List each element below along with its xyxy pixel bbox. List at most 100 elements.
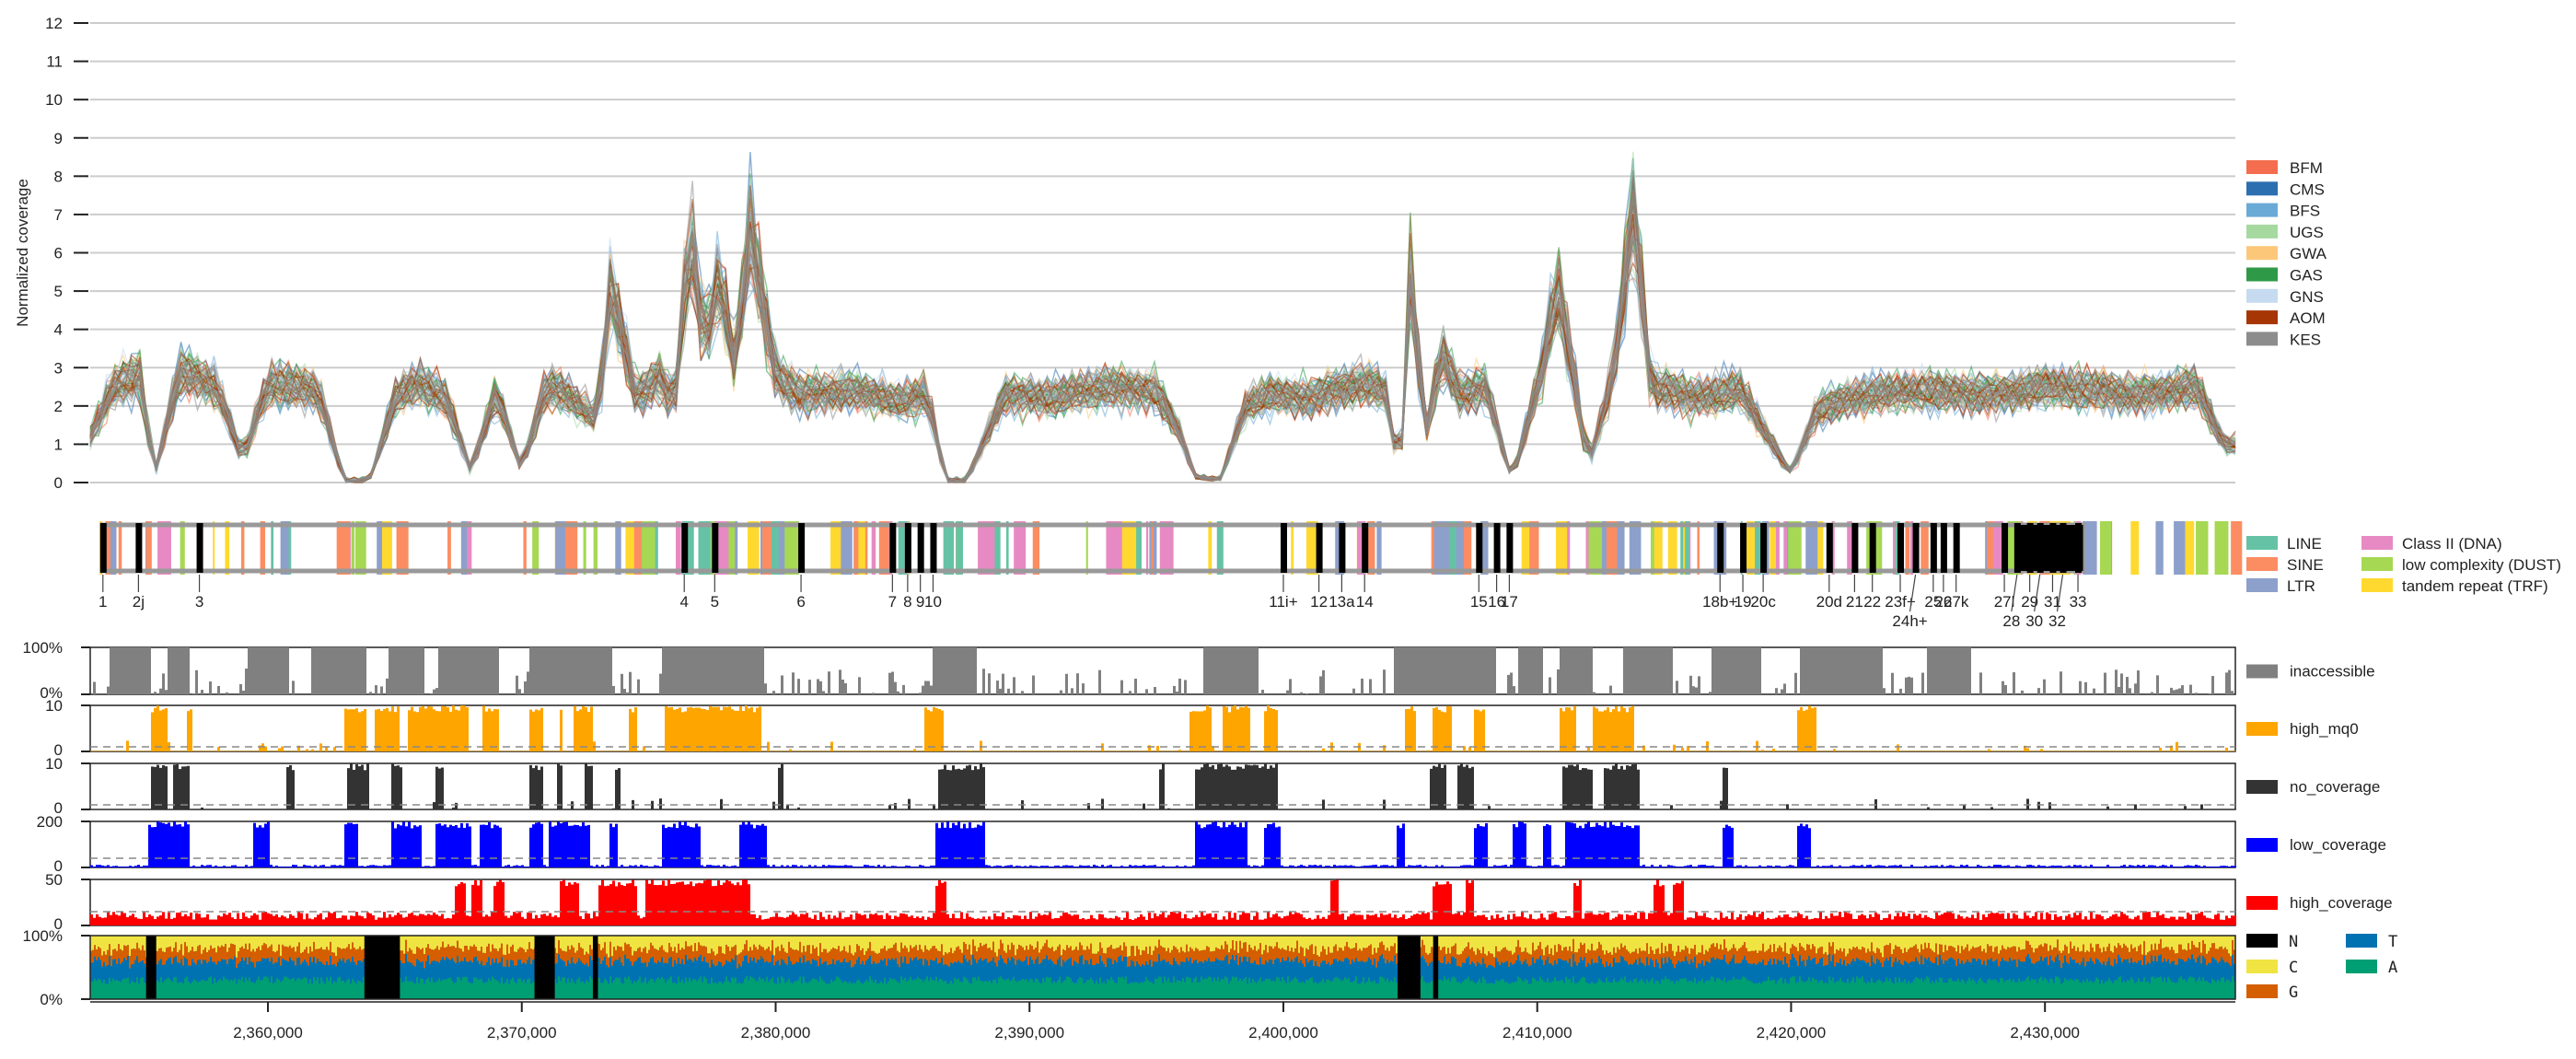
comp-C [180,936,182,945]
comp-G [245,943,247,958]
track-bar [1974,751,1977,752]
track-bar [1344,919,1347,925]
track-bar [170,809,173,810]
track-bar [397,913,400,925]
track-bar [2159,747,2162,751]
track-bar [1642,912,1645,925]
comp-T [462,960,464,977]
comp-A [300,980,302,999]
track-bar [187,824,190,867]
track-bar [886,913,888,925]
track-bar [861,751,864,752]
track-bar [1963,918,1966,925]
comp-G [239,948,241,961]
track-bar [422,647,424,694]
series-line-AOM [89,185,2236,483]
track-bar [1932,751,1935,752]
track-bar [1678,883,1681,925]
track-bar [1314,865,1317,867]
track-bar [571,751,574,752]
track-bar [999,688,1002,694]
track-bar [850,751,853,752]
comp-G [433,949,435,961]
track-bar [1568,707,1571,751]
track-bar [1919,809,1921,810]
track-bar [90,809,93,810]
series-line-CMS [89,204,2236,483]
track-bar [2195,692,2198,694]
track-bar [576,824,579,867]
track-bar [1839,647,1841,694]
comp-C [217,936,219,947]
track-bar [209,919,212,925]
track-bar [408,809,411,810]
track-bar [129,647,132,694]
repeat-block [1697,521,1700,575]
track-bar [292,915,295,925]
track-bar [781,751,783,752]
track-bar [888,672,891,694]
track-bar [2234,866,2236,867]
track-bar [1557,751,1560,752]
track-bar [115,647,118,694]
track-bar [1333,751,1336,752]
track-bar [670,647,673,694]
track-bar [1963,751,1966,752]
track-bar [1231,769,1234,809]
comp-T [304,960,306,978]
track-bar [438,647,441,694]
track-bar [148,647,151,694]
track-bar [2115,809,2118,810]
y-tick-label: 6 [54,245,63,262]
comp-T [429,963,431,983]
track-bar [1930,866,1932,867]
track-bar [568,882,571,925]
comp-T [164,964,166,981]
comp-A [252,982,254,999]
repeat-block [2087,521,2097,575]
track-bar [709,647,712,694]
track-bar [1524,809,1526,810]
track-bar [1424,866,1427,867]
track-bar [1435,707,1438,751]
track-bar [833,751,836,752]
track-bar [1977,912,1979,925]
track-bar [767,918,770,925]
track-bar [104,809,107,810]
track-bar [220,809,223,810]
track-bar [745,879,748,925]
track-bar [2032,751,2035,752]
track-bar [999,809,1002,810]
track-bar [1631,828,1634,867]
track-bar [1021,919,1024,925]
track-bar [1049,809,1051,810]
track-bar [1819,647,1822,694]
track-bar [1560,707,1562,751]
comp-C [435,936,436,949]
y-tick-label: 200 [37,813,63,831]
comp-C [234,936,236,945]
track-bar [1049,751,1051,752]
track-bar [1529,809,1532,810]
track-bar [579,915,582,925]
track-bar [2007,913,2010,925]
track-bar [165,690,168,694]
track-bar [2162,914,2164,925]
track-bar [1007,809,1010,810]
exon [930,523,937,573]
track-bar [1065,673,1068,694]
series-line-BFS [89,185,2236,483]
comp-A [501,977,503,999]
comp-A [258,976,260,999]
comp-A [203,980,204,999]
track-bar [1427,912,1430,925]
track-bar [1015,915,1018,925]
track-bar [1811,647,1814,694]
repeat-block [1606,521,1618,575]
track-bar [1775,688,1778,694]
track-bar [101,809,104,810]
track-bar [574,881,576,925]
track-bar [717,647,720,694]
track-bar [1836,809,1839,810]
repeat-block [2183,521,2186,575]
